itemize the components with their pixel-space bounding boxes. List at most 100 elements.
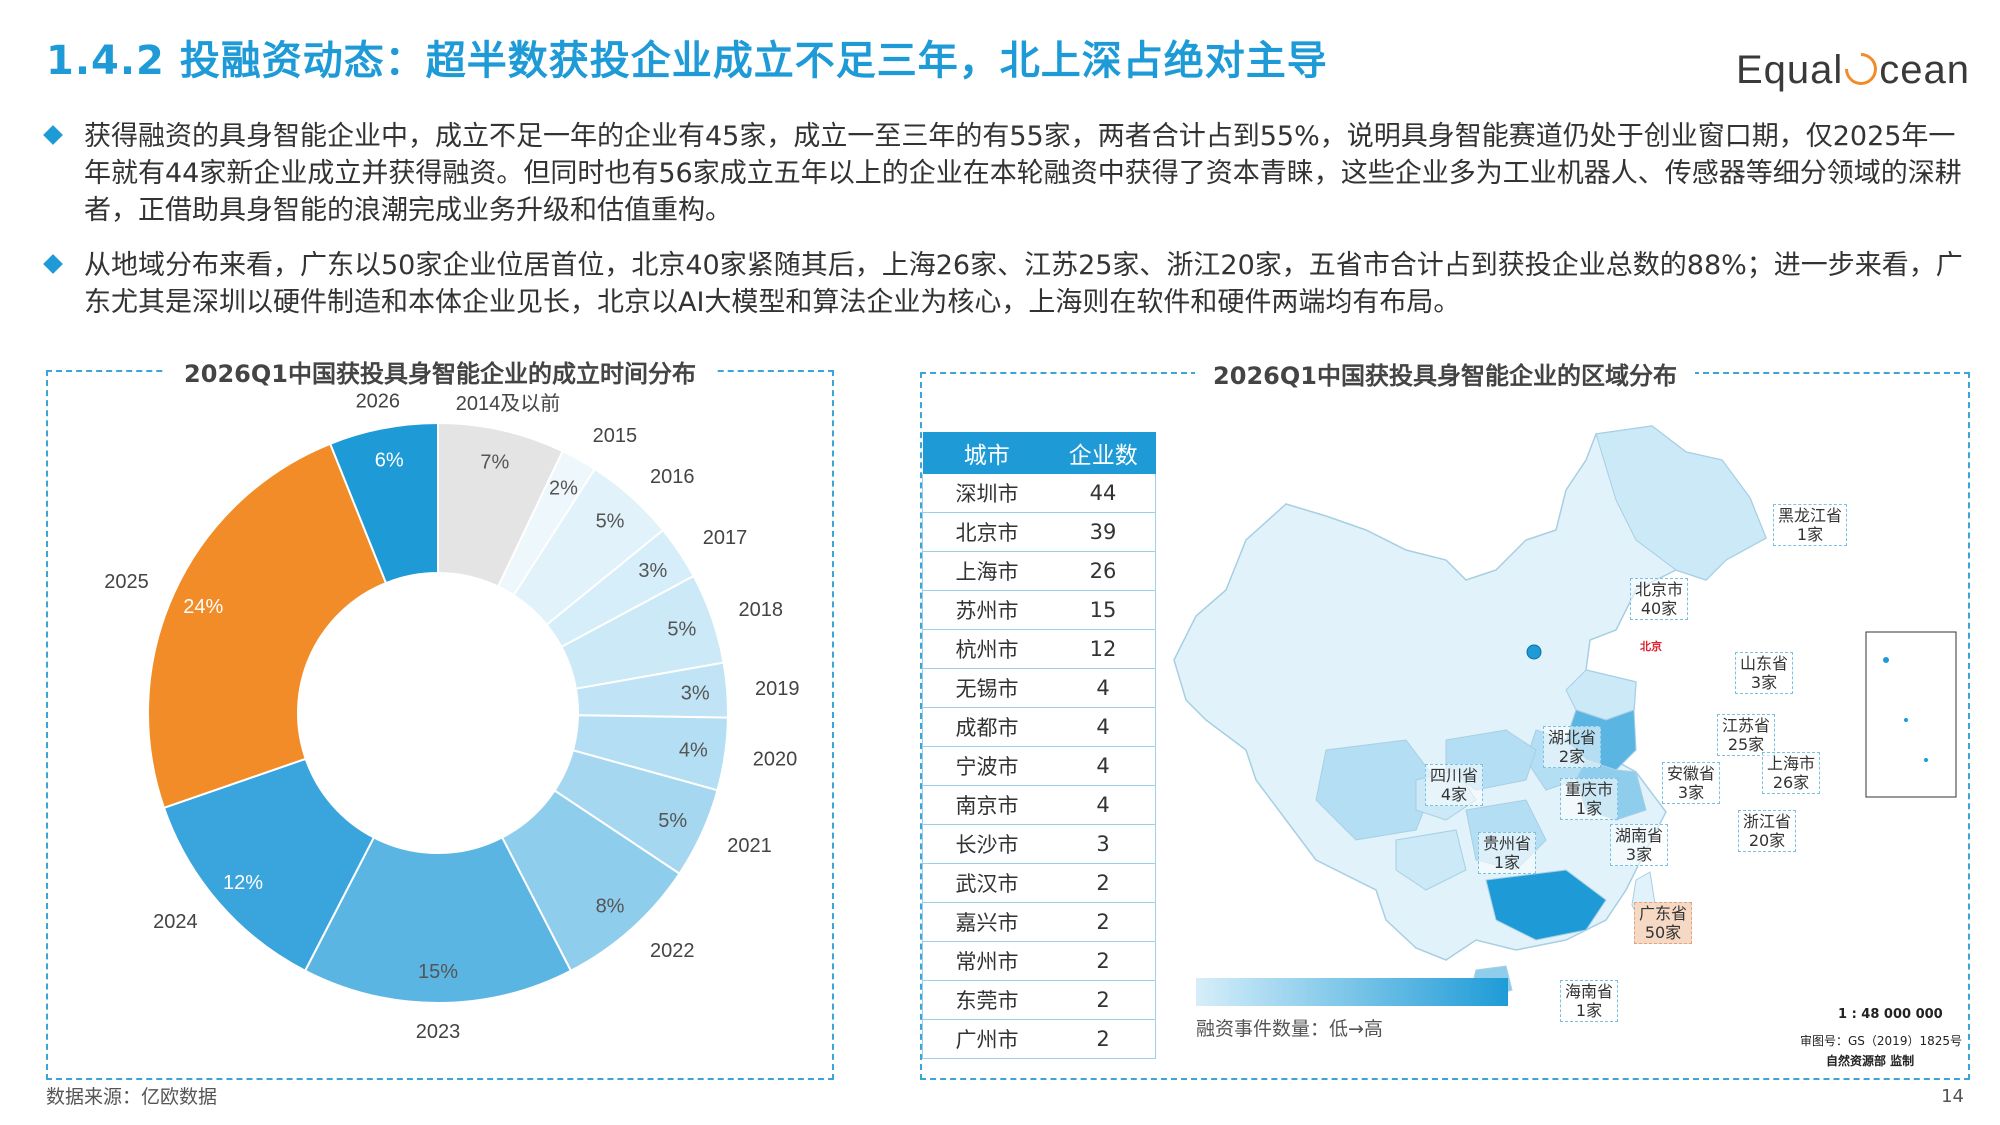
- donut-pct-label: 12%: [223, 872, 263, 894]
- table-cell-count: 3: [1051, 824, 1156, 864]
- table-header-row: 城市 企业数: [922, 432, 1156, 474]
- bullet-text: 从地域分布来看，广东以50家企业位居首位，北京40家紧随其后，上海26家、江苏2…: [84, 250, 1963, 318]
- table-cell-count: 4: [1051, 746, 1156, 786]
- table-row: 成都市 4: [922, 707, 1156, 747]
- donut-pct-label: 8%: [596, 895, 625, 917]
- donut-slice-2023: [303, 836, 573, 1004]
- bullet-item: 获得融资的具身智能企业中，成立不足一年的企业有45家，成立一至三年的有55家，两…: [43, 118, 1966, 229]
- donut-category-label: 2025: [104, 571, 149, 593]
- map-label-jiangsu: 江苏省 25家: [1717, 714, 1776, 756]
- table-row: 嘉兴市 2: [922, 902, 1156, 942]
- map-label-hainan: 海南省 1家: [1560, 980, 1619, 1022]
- table-cell-count: 4: [1051, 707, 1156, 747]
- map-label-beijing: 北京市 40家: [1630, 578, 1689, 620]
- map-label-heilongjiang: 黑龙江省 1家: [1773, 504, 1848, 546]
- map-label-shandong: 山东省 3家: [1735, 652, 1794, 694]
- table-cell-city: 宁波市: [922, 746, 1051, 786]
- table-cell-city: 苏州市: [922, 590, 1051, 630]
- logo-text-right: cean: [1879, 48, 1970, 92]
- table-cell-city: 东莞市: [922, 980, 1051, 1020]
- table-row: 无锡市 4: [922, 668, 1156, 708]
- table-row: 宁波市 4: [922, 746, 1156, 786]
- table-cell-count: 15: [1051, 590, 1156, 630]
- donut-category-label: 2018: [739, 599, 784, 621]
- city-table: 城市 企业数 深圳市 44 北京市 39 上海市 26 苏州市 15 杭州市 12 无锡市 4 成都市 4…: [922, 432, 1156, 1059]
- table-header-count: 企业数: [1051, 432, 1156, 474]
- map-label-chongqing: 重庆市 1家: [1560, 778, 1619, 820]
- region-heilongjiang: [1595, 425, 1767, 581]
- map-scale: 1 : 48 000 000: [1838, 1007, 1943, 1022]
- beijing-marker: [1526, 644, 1542, 660]
- page-title: 1.4.2 投融资动态：超半数获投企业成立不足三年，北上深占绝对主导: [46, 38, 1328, 84]
- donut-category-label: 2023: [416, 1021, 461, 1043]
- bullet-item: 从地域分布来看，广东以50家企业位居首位，北京40家紧随其后，上海26家、江苏2…: [43, 247, 1966, 321]
- donut-category-label: 2016: [650, 466, 695, 488]
- donut-category-label: 2014及以前: [456, 392, 561, 415]
- donut-category-label: 2015: [593, 425, 638, 447]
- donut-category-label: 2026: [356, 391, 401, 413]
- donut-pct-label: 7%: [480, 451, 509, 473]
- table-cell-city: 嘉兴市: [922, 902, 1051, 942]
- table-cell-count: 4: [1051, 668, 1156, 708]
- table-cell-city: 杭州市: [922, 629, 1051, 669]
- left-panel-title: 2026Q1中国获投具身智能企业的成立时间分布: [166, 360, 714, 388]
- table-cell-count: 4: [1051, 785, 1156, 825]
- donut-category-label: 2017: [703, 527, 748, 549]
- page-number: 14: [1941, 1086, 1964, 1107]
- table-row: 上海市 26: [922, 551, 1156, 591]
- table-row: 深圳市 44: [922, 474, 1156, 513]
- donut-slice-2024: [162, 757, 376, 973]
- donut-pct-label: 5%: [667, 619, 696, 641]
- donut-pct-label: 3%: [681, 683, 710, 705]
- table-cell-city: 广州市: [922, 1019, 1051, 1059]
- table-row: 杭州市 12: [922, 629, 1156, 669]
- table-cell-city: 长沙市: [922, 824, 1051, 864]
- table-cell-city: 上海市: [922, 551, 1051, 591]
- donut-category-label: 2019: [755, 678, 800, 700]
- map-label-shanghai: 上海市 26家: [1762, 752, 1821, 794]
- map-label-hunan: 湖南省 3家: [1610, 824, 1669, 866]
- map-approval-number: 审图号：GS（2019）1825号: [1800, 1034, 1962, 1048]
- founding-year-panel: 2026Q1中国获投具身智能企业的成立时间分布: [46, 360, 834, 1080]
- table-header-city: 城市: [922, 432, 1051, 474]
- table-cell-city: 常州市: [922, 941, 1051, 981]
- table-row: 南京市 4: [922, 785, 1156, 825]
- table-row: 长沙市 3: [922, 824, 1156, 864]
- table-cell-count: 39: [1051, 512, 1156, 552]
- donut-slice-2026: [328, 421, 439, 585]
- table-cell-count: 2: [1051, 902, 1156, 942]
- donut-category-label: 2024: [153, 911, 198, 933]
- table-cell-city: 深圳市: [922, 474, 1051, 513]
- map-legend-gradient: [1196, 978, 1508, 1006]
- donut-pct-label: 2%: [549, 478, 578, 500]
- diamond-bullet-icon: [43, 254, 63, 274]
- table-cell-city: 成都市: [922, 707, 1051, 747]
- donut-slice-2025: [147, 442, 388, 810]
- donut-category-label: 2021: [727, 835, 772, 857]
- table-row: 常州市 2: [922, 941, 1156, 981]
- logo-o-icon: [1838, 46, 1884, 92]
- map-label-sichuan: 四川省 4家: [1425, 764, 1484, 806]
- donut-pct-label: 3%: [638, 560, 667, 582]
- diamond-bullet-icon: [43, 125, 63, 145]
- table-cell-city: 无锡市: [922, 668, 1051, 708]
- donut-category-label: 2020: [753, 748, 798, 770]
- table-cell-count: 2: [1051, 1019, 1156, 1059]
- data-source: 数据来源：亿欧数据: [46, 1086, 218, 1108]
- region-panel: 2026Q1中国获投具身智能企业的区域分布: [920, 362, 1970, 1080]
- right-panel-title: 2026Q1中国获投具身智能企业的区域分布: [1195, 362, 1695, 390]
- map-label-hubei: 湖北省 2家: [1543, 726, 1602, 768]
- table-cell-city: 武汉市: [922, 863, 1051, 903]
- table-cell-count: 12: [1051, 629, 1156, 669]
- table-row: 北京市 39: [922, 512, 1156, 552]
- donut-pct-label: 15%: [418, 961, 458, 983]
- bullet-list: 获得融资的具身智能企业中，成立不足一年的企业有45家，成立一至三年的有55家，两…: [43, 118, 1966, 339]
- region-guizhou: [1395, 829, 1467, 891]
- map-label-anhui: 安徽省 3家: [1662, 762, 1721, 804]
- map-legend-label: 融资事件数量：低→高: [1196, 1018, 1383, 1040]
- table-cell-city: 南京市: [922, 785, 1051, 825]
- south-china-sea-inset: [1865, 631, 1957, 798]
- table-cell-count: 2: [1051, 863, 1156, 903]
- table-cell-count: 2: [1051, 980, 1156, 1020]
- region-guangdong: [1485, 869, 1607, 941]
